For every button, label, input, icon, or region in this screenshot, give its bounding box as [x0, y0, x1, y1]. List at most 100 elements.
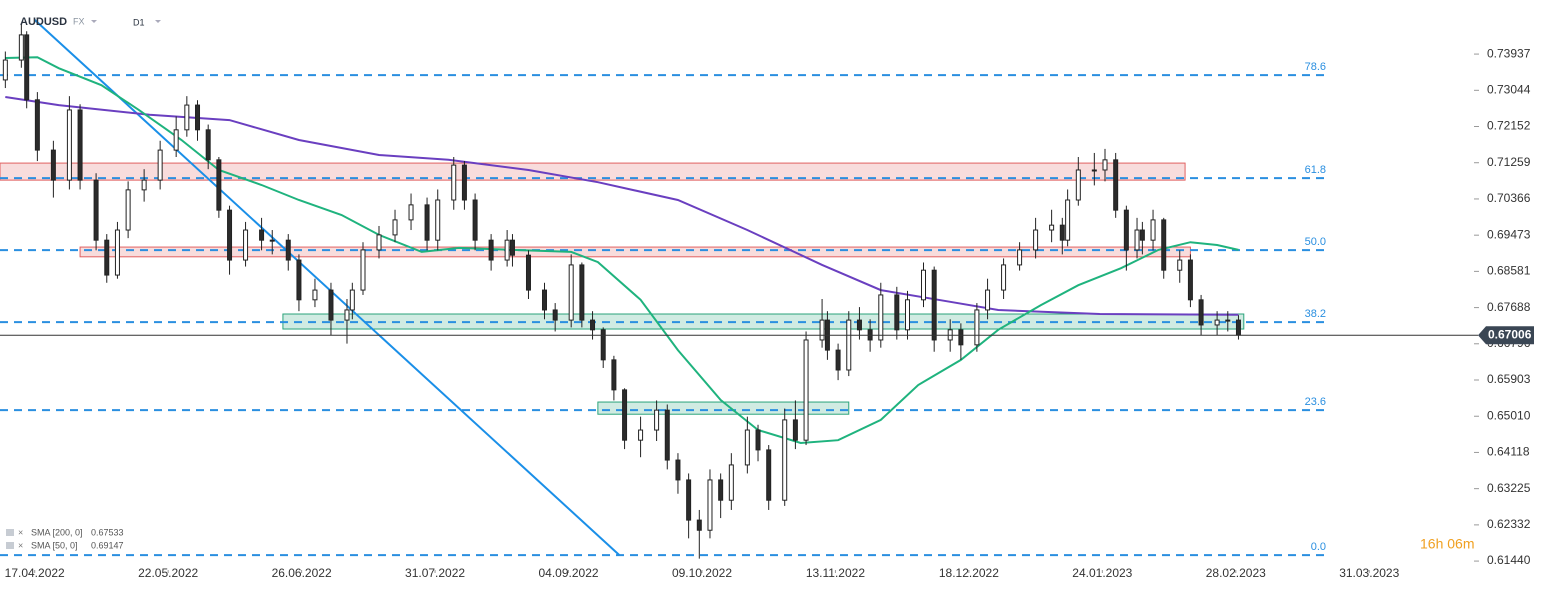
- candle-body: [1214, 319, 1220, 326]
- fib-label: 0.0: [1311, 541, 1326, 553]
- candle-body: [1134, 229, 1140, 251]
- legend-close[interactable]: ×: [18, 540, 23, 550]
- fib-label: 38.2: [1305, 308, 1326, 320]
- candle-body: [664, 409, 670, 461]
- y-tick-label: 0.73044: [1487, 82, 1531, 96]
- dropdown-caret: [91, 20, 97, 23]
- zones: [0, 162, 1245, 415]
- candle-body: [1225, 319, 1231, 322]
- candle-body: [93, 179, 99, 241]
- candle-body: [541, 289, 547, 311]
- candle-body: [638, 429, 644, 441]
- candle-body: [766, 449, 772, 501]
- candle-body: [205, 129, 211, 161]
- candle-body: [173, 129, 179, 151]
- candle-body: [894, 294, 900, 331]
- y-tick-label: 0.64118: [1487, 445, 1530, 459]
- fib-levels: 78.6 61.8 50.0 38.2 23.6 0.0: [0, 61, 1326, 557]
- zone: [79, 246, 1191, 258]
- candle-body: [856, 319, 862, 331]
- candle-body: [622, 389, 628, 441]
- candle-body: [18, 34, 24, 61]
- zone: [0, 162, 1186, 181]
- fib-label: 50.0: [1305, 236, 1326, 248]
- candle-body: [1033, 229, 1039, 251]
- candle-body: [141, 179, 147, 191]
- candle-body: [2, 59, 8, 81]
- x-tick-label: 31.07.2022: [405, 566, 465, 580]
- candle-body: [227, 209, 233, 261]
- x-tick-label: 13.11.2022: [806, 566, 865, 580]
- y-tick-label: 0.69473: [1487, 227, 1531, 241]
- candle-body: [488, 239, 494, 261]
- candle-body: [66, 109, 72, 181]
- dropdown-caret: [155, 20, 161, 23]
- y-tick-label: 0.68581: [1487, 264, 1531, 278]
- candle-body: [1102, 159, 1108, 171]
- x-tick-label: 26.06.2022: [272, 566, 332, 580]
- candle-body: [1059, 224, 1065, 241]
- x-tick-label: 31.03.2023: [1339, 566, 1399, 580]
- y-tick-label: 0.73937: [1487, 46, 1531, 60]
- y-tick-label: 0.65903: [1487, 372, 1531, 386]
- candle-body: [1001, 264, 1007, 291]
- current-price-label: 0.67006: [1488, 327, 1532, 341]
- candle-body: [1113, 159, 1119, 211]
- sma-line: [5, 96, 1239, 316]
- legend-icon: [6, 529, 14, 536]
- candle-body: [259, 229, 265, 241]
- current-price-tag: [1478, 326, 1534, 345]
- candle-body: [600, 329, 606, 361]
- candle-body: [568, 264, 574, 321]
- y-tick-label: 0.70366: [1487, 191, 1531, 205]
- candle-body: [744, 429, 750, 466]
- candle-body: [654, 409, 660, 431]
- candle-body: [50, 149, 56, 181]
- candle-body: [408, 204, 414, 221]
- candle-body: [1139, 229, 1145, 241]
- x-tick-label: 18.12.2022: [939, 566, 999, 580]
- candle-body: [611, 359, 617, 391]
- candle-body: [579, 264, 585, 321]
- fib-label: 61.8: [1305, 164, 1326, 176]
- legend-value: 0.69147: [91, 540, 124, 550]
- legend-close[interactable]: ×: [18, 527, 23, 537]
- legend-value: 0.67533: [91, 527, 124, 537]
- legend-name: SMA [200, 0]: [31, 527, 83, 537]
- candle-body: [755, 429, 761, 451]
- candle-body: [509, 239, 515, 256]
- candle-body: [184, 104, 190, 131]
- candle-body: [424, 204, 430, 241]
- candle-body: [435, 199, 441, 241]
- x-tick-label: 24.01.2023: [1072, 566, 1132, 580]
- candle-body: [552, 309, 558, 321]
- candle-body: [904, 299, 910, 331]
- candle-body: [216, 159, 222, 211]
- candle-body: [392, 219, 398, 236]
- candle-body: [1198, 299, 1204, 326]
- candle-body: [285, 239, 291, 261]
- candle-body: [846, 319, 852, 371]
- candle-body: [1017, 249, 1023, 266]
- candle-body: [974, 309, 980, 346]
- candle-body: [525, 254, 531, 291]
- market[interactable]: FX: [73, 16, 85, 26]
- candle-body: [296, 259, 302, 301]
- candles: [2, 23, 1241, 559]
- candle-body: [125, 189, 131, 231]
- candle-body: [376, 234, 382, 251]
- candle-body: [461, 164, 467, 201]
- candle-body: [819, 319, 825, 341]
- candle-body: [728, 464, 734, 501]
- x-tick-label: 09.10.2022: [672, 566, 732, 580]
- symbol[interactable]: AUDUSD: [20, 16, 67, 28]
- candle-body: [675, 459, 681, 481]
- x-tick-label: 22.05.2022: [138, 566, 198, 580]
- timeframe[interactable]: D1: [133, 17, 145, 27]
- candle-body: [328, 289, 334, 321]
- fib-label: 78.6: [1305, 61, 1326, 73]
- y-tick-label: 0.65010: [1487, 408, 1531, 422]
- sma-line: [5, 56, 1239, 445]
- candle-body: [1150, 219, 1156, 241]
- candle-body: [985, 289, 991, 311]
